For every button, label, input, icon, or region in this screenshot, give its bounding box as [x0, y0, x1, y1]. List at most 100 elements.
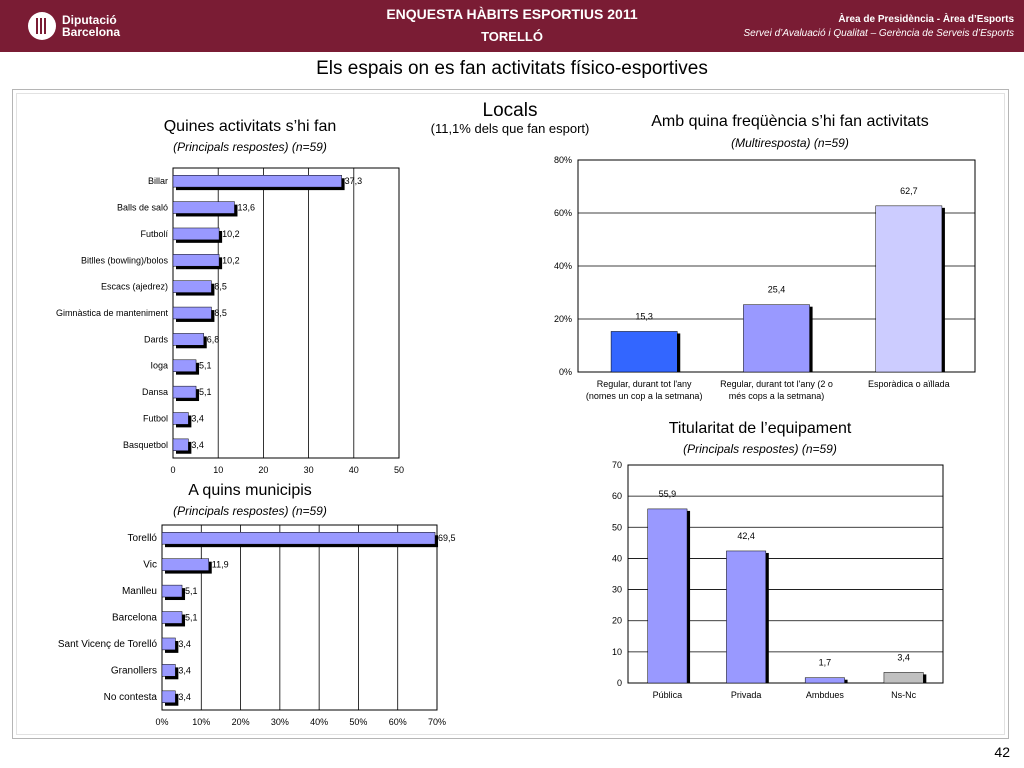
municipis-value-label: 3,4	[178, 692, 191, 702]
municipis-bar	[161, 611, 183, 624]
titularitat-tick-label: 50	[612, 522, 622, 532]
activitats-bar	[172, 280, 212, 293]
activitats-category-label: Gimnàstica de manteniment	[56, 308, 169, 318]
coat-of-arms-icon	[28, 12, 56, 40]
activitats-chart-subtitle: (Principals respostes) (n=59)	[173, 140, 327, 154]
activitats-value-label: 10,2	[222, 255, 240, 265]
logo-line2: Barcelona	[62, 25, 121, 39]
activitats-category-label: Futbol	[143, 413, 168, 423]
activitats-chart-title: Quines activitats s’hi fan	[163, 118, 337, 135]
titularitat-value-label: 42,4	[737, 531, 755, 541]
titularitat-bar	[804, 677, 845, 684]
municipis-plot-area	[161, 524, 438, 711]
municipis-tick-label: 30%	[271, 717, 289, 727]
activitats-value-label: 5,1	[199, 361, 212, 371]
frequencia-category-label: Regular, durant tot l'any	[597, 379, 692, 389]
municipis-value-label: 3,4	[178, 665, 191, 675]
titularitat-tick-label: 0	[617, 678, 622, 688]
activitats-value-label: 10,2	[222, 229, 240, 239]
frequencia-value-label: 25,4	[768, 285, 786, 295]
activitats-bar	[172, 306, 212, 320]
municipis-value-label: 5,1	[185, 613, 198, 623]
frequencia-bar	[743, 304, 810, 373]
frequencia-tick-label: 60%	[554, 208, 572, 218]
department-line: Àrea de Presidència - Àrea d’Esports	[838, 14, 1014, 25]
activitats-value-label: 8,5	[214, 282, 227, 292]
page-title: Els espais on es fan activitats físico-e…	[316, 58, 708, 79]
activitats-bar	[172, 385, 197, 399]
municipis-category-label: Sant Vicenç de Torelló	[58, 639, 158, 650]
frequencia-value-label: 15,3	[635, 311, 653, 321]
locals-subtitle: (11,1% dels que fan esport)	[430, 121, 590, 136]
activitats-bar	[172, 438, 189, 451]
municipis-chart-title: A quins municipis	[188, 482, 312, 499]
activitats-bar	[172, 175, 342, 188]
activitats-category-label: Basquetbol	[123, 440, 168, 450]
frequencia-tick-label: 20%	[554, 314, 572, 324]
frequencia-tick-label: 0%	[559, 367, 572, 377]
frequencia-category-label: Regular, durant tot l'any (2 o	[720, 379, 833, 389]
diputacio-logo: Diputació Barcelona	[22, 10, 132, 44]
service-line: Servei d’Avaluació i Qualitat – Gerència…	[743, 28, 1014, 39]
activitats-value-label: 13,6	[237, 203, 255, 213]
activitats-bar	[172, 412, 189, 425]
activitats-value-label: 8,5	[214, 308, 227, 318]
titularitat-category-label: Ns-Nc	[891, 690, 916, 700]
activitats-category-label: Escacs (ajedrez)	[101, 282, 168, 292]
activitats-tick-label: 50	[394, 465, 404, 475]
activitats-bar	[172, 227, 220, 241]
municipality-title: TORELLÓ	[481, 29, 543, 44]
activitats-bar	[172, 359, 197, 372]
activitats-tick-label: 30	[304, 465, 314, 475]
frequencia-chart-title: Amb quina freqüència s’hi fan activitats	[651, 113, 929, 130]
municipis-tick-label: 20%	[232, 717, 250, 727]
page-number: 42	[994, 744, 1010, 760]
activitats-tick-label: 40	[349, 465, 359, 475]
activitats-value-label: 3,4	[191, 413, 204, 423]
titularitat-category-label: Privada	[731, 690, 762, 700]
municipis-bar	[161, 664, 176, 677]
frequencia-tick-label: 40%	[554, 261, 572, 271]
municipis-tick-label: 60%	[389, 717, 407, 727]
frequencia-tick-label: 80%	[554, 155, 572, 165]
activitats-tick-label: 0	[170, 465, 175, 475]
frequencia-value-label: 62,7	[900, 186, 918, 196]
activitats-value-label: 5,1	[199, 387, 212, 397]
municipis-bar	[161, 558, 209, 571]
titularitat-value-label: 1,7	[819, 658, 832, 668]
municipis-category-label: Vic	[143, 560, 157, 571]
activitats-bar	[172, 254, 220, 267]
frequencia-category-label: més cops a la setmana)	[729, 391, 825, 401]
logo-line1: Diputació	[62, 13, 117, 27]
titularitat-value-label: 55,9	[659, 489, 677, 499]
titularitat-bar	[647, 508, 688, 684]
locals-title: Locals	[482, 100, 538, 121]
municipis-value-label: 3,4	[178, 639, 191, 649]
municipis-tick-label: 10%	[192, 717, 210, 727]
titularitat-chart-title: Titularitat de l’equipament	[668, 420, 852, 437]
frequencia-bar	[610, 331, 678, 373]
municipis-category-label: No contesta	[104, 692, 158, 703]
frequencia-chart-subtitle: (Multiresposta) (n=59)	[731, 136, 849, 150]
municipis-chart-subtitle: (Principals respostes) (n=59)	[173, 504, 327, 518]
titularitat-tick-label: 10	[612, 647, 622, 657]
logo-text: Diputació Barcelona	[62, 14, 120, 38]
activitats-bar	[172, 201, 235, 214]
activitats-category-label: Balls de saló	[117, 203, 168, 213]
municipis-value-label: 69,5	[438, 533, 456, 543]
titularitat-bar	[726, 550, 767, 684]
activitats-value-label: 37,3	[345, 176, 363, 186]
titularitat-category-label: Pública	[653, 690, 683, 700]
frequencia-category-label: (nomes un cop a la setmana)	[586, 391, 703, 401]
activitats-category-label: Dansa	[142, 387, 168, 397]
titularitat-tick-label: 60	[612, 491, 622, 501]
municipis-bar	[161, 532, 436, 545]
frequencia-category-label: Esporàdica o aïllada	[868, 379, 950, 389]
titularitat-category-label: Ambdues	[806, 690, 845, 700]
activitats-category-label: Billar	[148, 176, 168, 186]
municipis-category-label: Manlleu	[122, 586, 157, 597]
municipis-category-label: Barcelona	[112, 613, 157, 624]
titularitat-tick-label: 30	[612, 585, 622, 595]
titularitat-value-label: 3,4	[897, 652, 910, 662]
